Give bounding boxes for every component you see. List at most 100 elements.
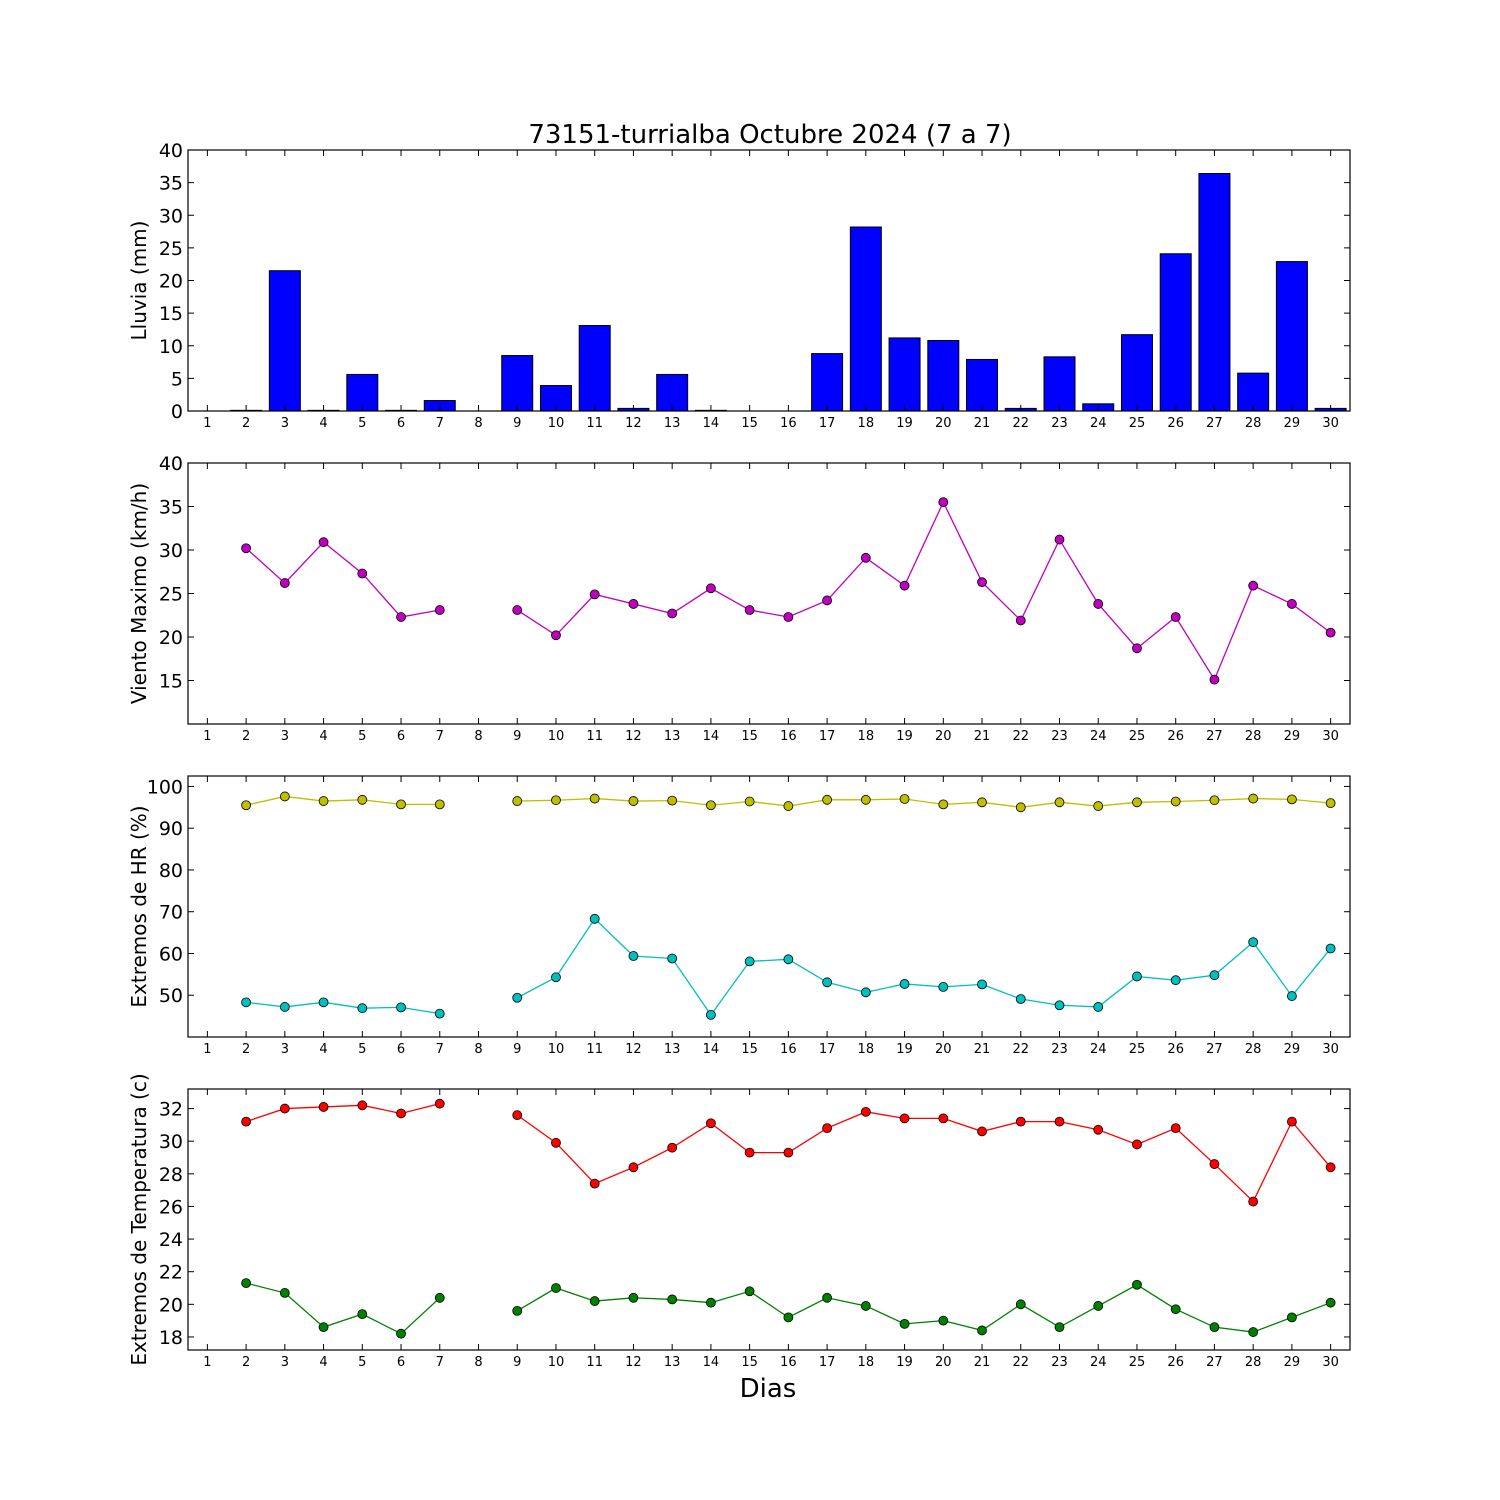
series-0-point-day-13 (667, 1142, 678, 1153)
xtick-label: 17 (819, 729, 836, 744)
xtick-label: 16 (780, 416, 797, 431)
xtick-label: 23 (1051, 416, 1068, 431)
xtick-label: 11 (586, 416, 603, 431)
xtick-label: 4 (319, 1042, 327, 1057)
series-0-point-day-16 (783, 801, 794, 811)
xtick-label: 26 (1167, 1042, 1184, 1057)
series-0-point-day-25 (1132, 643, 1142, 654)
y-axis-label-hr: Extremos de HR (%) (127, 805, 151, 1007)
xtick-label: 10 (548, 1355, 565, 1370)
series-0-point-day-27 (1209, 795, 1220, 806)
series-0-point-day-10 (551, 795, 561, 806)
series-1-point-day-28 (1248, 937, 1259, 948)
series-0-point-day-3 (279, 1103, 290, 1114)
series-1-point-day-26 (1170, 975, 1181, 986)
xtick-label: 9 (513, 416, 521, 431)
xtick-label: 15 (741, 1042, 758, 1057)
xtick-label: 19 (896, 1355, 913, 1370)
series-0-point-day-3 (279, 578, 290, 588)
xtick-label: 6 (397, 1355, 405, 1370)
series-0-point-day-23 (1054, 797, 1065, 808)
series-0-point-day-26 (1170, 1123, 1181, 1134)
series-0-point-day-2 (241, 800, 252, 811)
xtick-label: 18 (858, 1355, 875, 1370)
xtick-label: 30 (1322, 1042, 1339, 1057)
series-0-point-day-7 (434, 799, 445, 810)
xtick-label: 27 (1206, 416, 1223, 431)
series-1-point-day-29 (1287, 991, 1297, 1001)
series-1-point-day-24 (1093, 1301, 1104, 1311)
x-axis-label: Dias (740, 1374, 797, 1404)
series-0-point-day-19 (899, 1113, 910, 1124)
xtick-label: 5 (358, 729, 366, 744)
series-0-line-segment-1 (517, 797, 1331, 808)
xtick-label: 16 (780, 1355, 797, 1370)
series-0-point-day-22 (1015, 802, 1026, 813)
bar-day-11 (578, 325, 611, 412)
series-1-point-day-5 (357, 1003, 368, 1014)
series-1-point-day-19 (899, 979, 910, 989)
series-0-point-day-13 (667, 608, 678, 619)
series-0-point-day-9 (512, 605, 523, 615)
ytick-label: 5 (171, 368, 183, 390)
chart-title: 73151-turrialba Octubre 2024 (7 a 7) (528, 120, 1011, 150)
xtick-label: 18 (858, 729, 875, 744)
bar-day-23 (1043, 356, 1076, 412)
series-1-point-day-27 (1209, 970, 1220, 981)
series-1-point-day-2 (241, 1278, 252, 1289)
ytick-label: 25 (159, 584, 183, 606)
xtick-label: 27 (1206, 1355, 1223, 1370)
series-1-point-day-22 (1015, 994, 1026, 1004)
xtick-label: 6 (397, 416, 405, 431)
series-1-point-day-26 (1170, 1304, 1181, 1315)
xtick-label: 24 (1090, 1042, 1107, 1057)
xtick-label: 29 (1284, 729, 1301, 744)
xtick-label: 18 (858, 416, 875, 431)
series-0-line-segment-1 (516, 1111, 1332, 1203)
series-0-point-day-17 (822, 595, 832, 606)
series-0-point-day-9 (512, 1110, 523, 1120)
series-1-point-day-17 (822, 1292, 832, 1303)
xtick-label: 29 (1284, 1042, 1301, 1057)
series-1-point-day-12 (628, 1292, 639, 1303)
xtick-label: 14 (703, 1355, 720, 1370)
ytick-label: 40 (159, 140, 183, 162)
series-1-point-day-10 (551, 972, 561, 983)
xtick-label: 17 (819, 416, 836, 431)
ytick-label: 22 (159, 1262, 183, 1284)
xtick-label: 14 (703, 416, 720, 431)
xtick-label: 29 (1284, 416, 1301, 431)
series-1-point-day-23 (1054, 1322, 1065, 1333)
ytick-label: 70 (159, 902, 183, 924)
series-1-line-segment-0 (246, 1001, 440, 1015)
series-0-point-day-29 (1287, 599, 1297, 609)
ytick-label: 32 (159, 1099, 183, 1121)
xtick-label: 6 (397, 729, 405, 744)
series-0-point-day-7 (434, 605, 445, 615)
series-0-point-day-11 (589, 589, 600, 600)
series-1-point-day-3 (279, 1288, 290, 1298)
series-0-point-day-19 (899, 794, 910, 804)
series-0-point-day-3 (279, 791, 290, 802)
ytick-label: 25 (159, 238, 183, 260)
series-0-point-day-21 (977, 577, 987, 588)
series-0-point-day-17 (822, 1123, 832, 1134)
series-1-point-day-2 (241, 997, 252, 1008)
series-0-point-day-11 (589, 1178, 600, 1189)
series-0-point-day-15 (744, 1147, 755, 1158)
series-1-point-day-28 (1248, 1327, 1259, 1337)
xtick-label: 9 (513, 1042, 521, 1057)
xtick-label: 13 (664, 416, 681, 431)
ytick-label: 35 (159, 497, 183, 519)
bar-day-20 (927, 340, 960, 412)
xtick-label: 3 (281, 416, 289, 431)
series-0-point-day-15 (744, 796, 755, 807)
xtick-label: 10 (548, 729, 565, 744)
series-1-point-day-18 (860, 987, 871, 998)
ytick-label: 90 (159, 818, 183, 840)
bar-day-17 (811, 353, 844, 412)
xtick-label: 25 (1129, 1355, 1146, 1370)
xtick-label: 7 (436, 1042, 444, 1057)
